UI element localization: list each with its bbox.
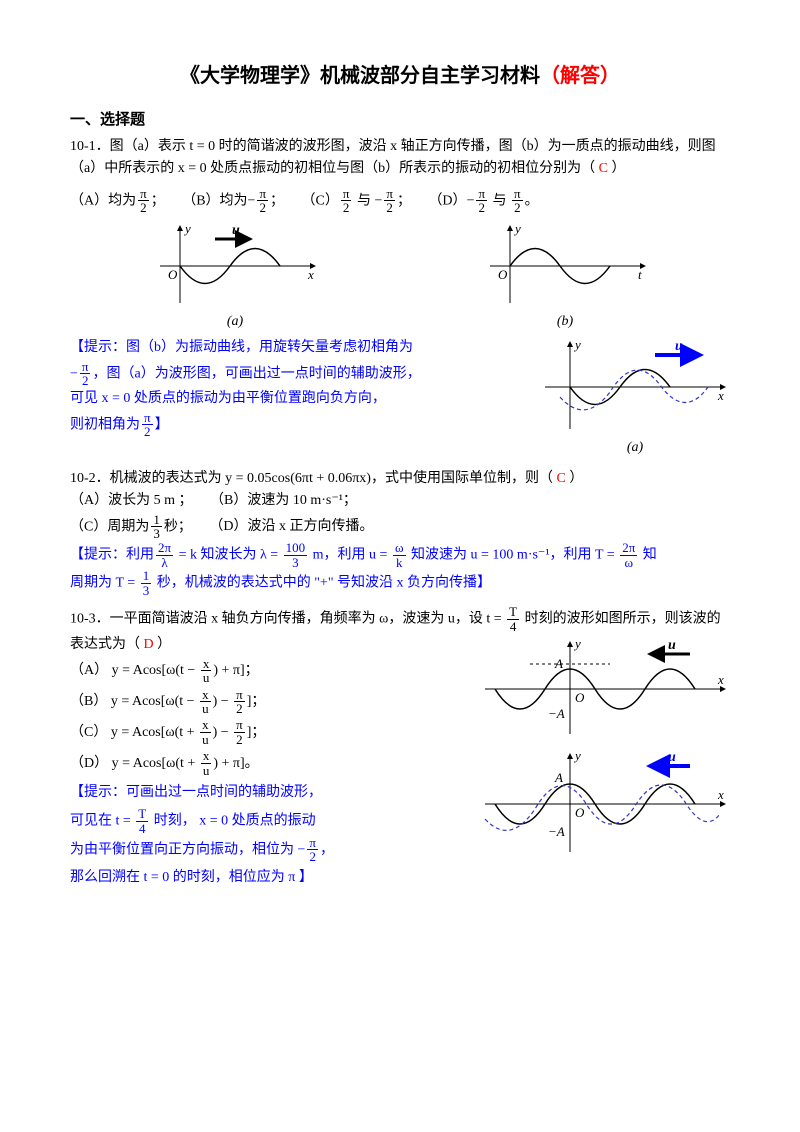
q1-fig-a-label: (a): [150, 311, 320, 333]
svg-text:y: y: [513, 221, 521, 236]
q3-text-end: ）: [154, 637, 172, 652]
q2-opt-a: （A）波长为 5 m ；: [70, 490, 193, 512]
svg-text:y: y: [573, 748, 581, 763]
q1-opt-d: （D）−π2 与 π2。: [428, 187, 538, 215]
svg-text:A: A: [554, 656, 563, 671]
q3-figures: y x O A −A u y x O A −A u: [480, 634, 730, 864]
svg-text:t: t: [638, 267, 642, 282]
page-title: 《大学物理学》机械波部分自主学习材料（解答）: [70, 60, 730, 92]
section-header: 一、选择题: [70, 108, 730, 132]
title-main: 《大学物理学》机械波部分自主学习材料: [180, 65, 540, 87]
svg-text:x: x: [717, 787, 724, 802]
q2-hint: 【提示：利用2πλ = k 知波长为 λ = 1003 m，利用 u = ωk …: [70, 541, 730, 598]
svg-text:O: O: [168, 267, 178, 282]
q1-text-end: ）: [608, 161, 626, 176]
wave-b-icon: y t O: [480, 221, 650, 311]
q1-opt-c: （C）π2 与 −π2；: [302, 187, 411, 215]
svg-text:O: O: [498, 267, 508, 282]
svg-text:O: O: [575, 690, 585, 705]
question-10-2: 10-2．机械波的表达式为 y = 0.05cos(6πt + 0.06πx)，…: [70, 468, 730, 598]
q1-fig-b-label: (b): [480, 311, 650, 333]
svg-text:u: u: [668, 638, 676, 653]
q3-answer: D: [144, 637, 154, 652]
q2-opt-c: （C）周期为13秒；: [70, 513, 192, 541]
svg-text:x: x: [307, 267, 314, 282]
q1-fig-b: y t O (b): [480, 221, 650, 333]
aux-wave-icon: y x u: [540, 337, 730, 437]
q3-text: 10-3．一平面简谐波沿 x 轴负方向传播，角频率为 ω，波速为 u，设 t =: [70, 612, 505, 627]
svg-text:x: x: [717, 388, 724, 403]
q2-options: （A）波长为 5 m ； （B）波速为 10 m·s⁻¹； （C）周期为13秒；…: [70, 490, 730, 541]
svg-text:y: y: [573, 636, 581, 651]
q1-options: （A）均为π2； （B）均为−π2； （C）π2 与 −π2； （D）−π2 与…: [70, 187, 730, 215]
q3-wave2-icon: y x O A −A u: [480, 744, 730, 864]
svg-text:y: y: [573, 337, 581, 352]
svg-text:u: u: [675, 339, 683, 354]
q1-answer: C: [599, 161, 608, 176]
q1-aux-label: (a): [540, 437, 730, 459]
svg-text:O: O: [575, 805, 585, 820]
svg-text:x: x: [717, 672, 724, 687]
svg-text:−A: −A: [548, 706, 565, 721]
svg-text:A: A: [554, 770, 563, 785]
q2-opt-d: （D）波沿 x 正方向传播。: [209, 516, 373, 538]
q1-opt-a: （A）均为π2；: [70, 187, 165, 215]
q1-opt-b: （B）均为−π2；: [182, 187, 284, 215]
svg-text:u: u: [668, 750, 676, 765]
q2-opt-b: （B）波速为 10 m·s⁻¹；: [210, 490, 357, 512]
svg-text:−A: −A: [548, 824, 565, 839]
question-10-1: 10-1．图（a）表示 t = 0 时的简谐波的波形图，波沿 x 轴正方向传播，…: [70, 136, 730, 460]
q1-fig-a: y x O u (a): [150, 221, 320, 333]
title-suffix: （解答）: [540, 65, 620, 87]
svg-text:u: u: [232, 223, 240, 238]
question-10-3: 10-3．一平面简谐波沿 x 轴负方向传播，角频率为 ω，波速为 u，设 t =…: [70, 605, 730, 892]
q3-wave1-icon: y x O A −A u: [480, 634, 730, 744]
q1-aux-fig: y x u (a): [540, 337, 730, 459]
svg-text:y: y: [183, 221, 191, 236]
wave-a-icon: y x O u: [150, 221, 320, 311]
q2-text: 10-2．机械波的表达式为 y = 0.05cos(6πt + 0.06πx)，…: [70, 471, 556, 486]
q2-answer: C: [556, 471, 565, 486]
q1-figures: y x O u (a) y t O (b): [70, 221, 730, 333]
q2-text-end: ）: [566, 471, 584, 486]
